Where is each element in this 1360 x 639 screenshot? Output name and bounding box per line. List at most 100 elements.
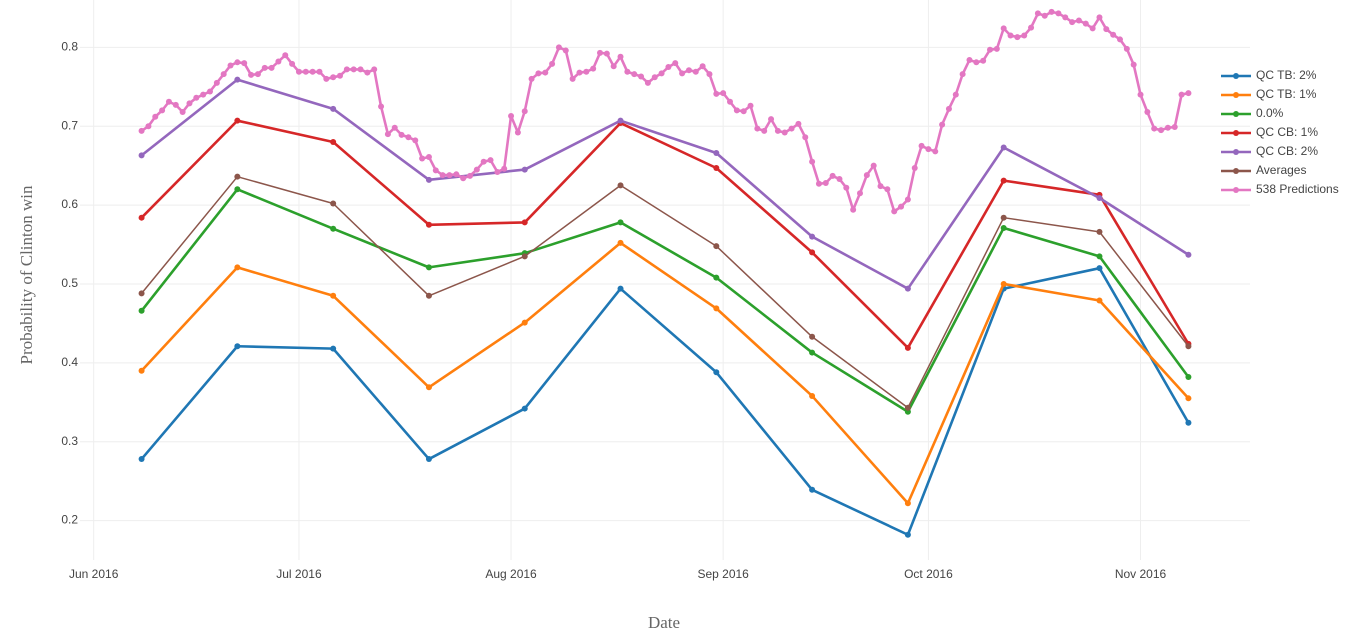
series xyxy=(138,8,1192,215)
marker xyxy=(1096,265,1103,272)
marker xyxy=(138,127,145,134)
marker xyxy=(350,66,357,73)
x-axis-title: Date xyxy=(648,613,680,632)
marker xyxy=(857,190,863,197)
marker xyxy=(138,214,145,221)
marker xyxy=(713,243,720,250)
marker xyxy=(330,105,337,112)
marker xyxy=(617,285,624,292)
marker xyxy=(213,79,220,86)
marker xyxy=(809,249,816,256)
line xyxy=(140,266,1190,537)
legend-label: 0.0% xyxy=(1256,106,1284,120)
marker xyxy=(309,68,316,75)
marker xyxy=(1075,17,1082,24)
marker xyxy=(713,90,720,97)
marker xyxy=(419,155,426,162)
marker xyxy=(1096,194,1103,201)
marker xyxy=(1000,177,1007,184)
marker xyxy=(1185,251,1192,258)
marker xyxy=(330,138,337,145)
marker xyxy=(1007,32,1014,39)
marker xyxy=(644,79,651,86)
marker xyxy=(891,208,898,215)
marker xyxy=(692,68,699,75)
marker xyxy=(1000,224,1007,231)
marker xyxy=(1117,36,1123,43)
marker xyxy=(959,71,966,78)
marker xyxy=(1130,61,1137,68)
legend-marker xyxy=(1233,168,1239,174)
marker xyxy=(234,264,241,271)
marker xyxy=(1034,10,1041,17)
marker xyxy=(364,69,371,76)
marker xyxy=(295,68,302,75)
series xyxy=(138,76,1192,292)
marker xyxy=(747,102,754,109)
marker xyxy=(1144,109,1151,115)
marker xyxy=(658,70,665,77)
marker xyxy=(918,142,925,149)
marker xyxy=(425,384,432,391)
marker xyxy=(200,91,207,98)
marker xyxy=(446,172,453,179)
marker xyxy=(521,108,528,115)
marker xyxy=(234,117,241,124)
marker xyxy=(186,100,193,107)
marker xyxy=(809,158,816,165)
marker xyxy=(439,172,446,179)
marker xyxy=(1021,32,1028,39)
marker xyxy=(425,221,432,228)
marker xyxy=(966,56,973,63)
marker xyxy=(911,165,918,171)
marker xyxy=(815,180,822,187)
marker xyxy=(152,113,159,120)
marker xyxy=(1041,12,1048,19)
marker xyxy=(1096,253,1103,260)
legend-label: QC TB: 2% xyxy=(1256,68,1317,82)
marker xyxy=(651,74,658,81)
x-tick-label: Oct 2016 xyxy=(904,567,953,581)
marker xyxy=(631,71,638,78)
marker xyxy=(1055,10,1062,17)
marker xyxy=(884,186,891,193)
marker xyxy=(391,124,398,131)
marker xyxy=(501,165,508,172)
marker xyxy=(193,94,200,101)
marker xyxy=(699,63,706,70)
marker xyxy=(494,168,501,175)
marker xyxy=(850,206,857,213)
series xyxy=(138,117,1192,351)
legend-marker xyxy=(1233,187,1239,193)
y-tick-label: 0.2 xyxy=(61,513,78,527)
marker xyxy=(1062,14,1069,21)
marker xyxy=(234,186,241,193)
marker xyxy=(836,176,843,183)
marker xyxy=(425,176,432,183)
marker xyxy=(685,67,692,74)
marker xyxy=(473,166,480,173)
marker xyxy=(1185,374,1192,381)
marker xyxy=(1185,90,1192,97)
legend-label: 538 Predictions xyxy=(1256,182,1339,196)
marker xyxy=(590,65,597,72)
x-tick-label: Nov 2016 xyxy=(1115,567,1167,581)
marker xyxy=(467,172,473,179)
marker xyxy=(720,90,727,97)
marker xyxy=(1000,280,1007,287)
marker xyxy=(754,125,761,132)
marker xyxy=(316,68,323,75)
legend-label: QC CB: 2% xyxy=(1256,144,1318,158)
marker xyxy=(713,274,720,281)
legend-label: Averages xyxy=(1256,163,1306,177)
marker xyxy=(234,76,241,83)
marker xyxy=(809,486,816,493)
marker xyxy=(863,172,870,179)
marker xyxy=(248,71,255,78)
marker xyxy=(1096,297,1103,304)
marker xyxy=(514,129,521,136)
marker xyxy=(617,53,624,60)
marker xyxy=(802,134,809,141)
line xyxy=(140,119,1190,350)
series xyxy=(138,186,1192,415)
